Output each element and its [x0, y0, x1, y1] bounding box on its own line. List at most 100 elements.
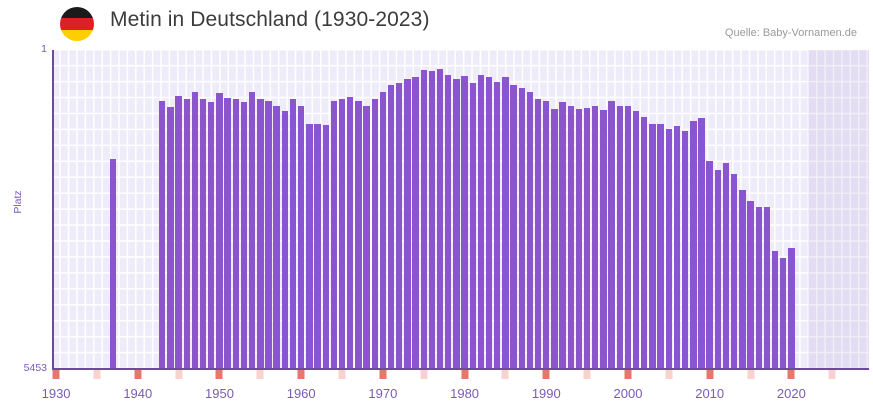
x-axis-tick-label: 1930	[41, 386, 71, 401]
bar	[641, 116, 648, 369]
x-axis-tick-label: 1980	[450, 386, 480, 401]
bar	[257, 99, 264, 369]
x-axis-minor-tick	[747, 370, 755, 379]
x-axis-major-tick	[134, 370, 142, 379]
x-axis-major-tick	[706, 370, 714, 379]
x-axis-major-tick	[297, 370, 305, 379]
bar	[330, 100, 338, 369]
bar	[526, 92, 534, 369]
y-axis-title: Platz	[12, 190, 24, 214]
bar	[632, 111, 640, 369]
bar	[396, 83, 403, 369]
bar	[510, 84, 517, 369]
x-axis-minor-tick	[93, 370, 101, 379]
bar	[420, 69, 427, 369]
bar	[494, 81, 501, 369]
bar	[273, 105, 280, 369]
bar	[698, 118, 705, 369]
bar	[567, 105, 574, 369]
bar	[583, 107, 591, 369]
bar	[616, 105, 623, 369]
bar	[281, 111, 289, 369]
bar	[763, 207, 771, 369]
bar	[445, 75, 452, 369]
bar	[314, 123, 321, 369]
bar	[477, 74, 485, 369]
bar	[191, 92, 199, 369]
bar	[387, 84, 395, 369]
germany-flag-icon	[60, 7, 94, 41]
x-axis-tick-label: 1990	[531, 386, 561, 401]
source-attribution: Quelle: Baby-Vornamen.de	[724, 27, 857, 39]
bar-series	[52, 50, 869, 369]
bar	[347, 96, 354, 369]
x-axis-minor-tick	[338, 370, 346, 379]
bar	[559, 102, 566, 369]
x-axis-major-tick	[542, 370, 550, 379]
bar	[412, 76, 419, 369]
bar	[485, 76, 493, 369]
x-axis-major-tick	[624, 370, 632, 379]
x-axis-minor-tick	[583, 370, 591, 379]
bar	[722, 162, 730, 369]
x-axis-tick-label: 1970	[368, 386, 398, 401]
x-axis-minor-tick	[256, 370, 264, 379]
x-axis-line	[52, 368, 869, 370]
bar	[731, 173, 738, 369]
x-axis-minor-tick	[501, 370, 509, 379]
x-axis-minor-tick	[420, 370, 428, 379]
bar	[592, 106, 599, 369]
bar	[306, 123, 313, 369]
chart-header: Metin in Deutschland (1930-2023) Quelle:…	[0, 0, 873, 44]
x-axis-major-tick	[379, 370, 387, 379]
bar	[175, 95, 182, 369]
y-axis-line	[52, 50, 54, 370]
bar	[355, 100, 362, 369]
x-axis-minor-tick	[828, 370, 836, 379]
x-axis-tick-label: 1950	[205, 386, 234, 401]
bar	[755, 207, 762, 369]
bar	[159, 100, 166, 369]
bar	[780, 257, 787, 369]
bar	[338, 99, 346, 369]
x-axis-tick-label: 1960	[286, 386, 316, 401]
x-axis-major-tick	[52, 370, 60, 379]
bar	[461, 76, 468, 369]
x-axis-minor-tick	[175, 370, 183, 379]
bar	[379, 92, 387, 369]
bar	[240, 102, 248, 369]
bar	[232, 99, 239, 369]
bar	[624, 106, 632, 369]
bar	[436, 69, 444, 369]
bar	[714, 169, 722, 369]
bar	[534, 99, 542, 369]
bar	[600, 110, 607, 369]
bar	[322, 124, 329, 369]
bar	[747, 200, 754, 369]
x-axis-major-tick	[215, 370, 223, 379]
page-title: Metin in Deutschland (1930-2023)	[110, 8, 430, 31]
bar	[208, 102, 215, 369]
bar	[297, 105, 305, 369]
bar	[608, 100, 615, 369]
bar	[690, 121, 697, 369]
bar	[551, 109, 558, 369]
bar	[575, 109, 583, 369]
bar	[771, 250, 779, 369]
plot-area	[52, 50, 869, 369]
bar	[502, 76, 509, 369]
bar	[673, 126, 681, 369]
bar	[199, 99, 207, 369]
bar	[110, 159, 117, 369]
x-axis-tick-label: 2010	[695, 386, 725, 401]
bar	[518, 88, 525, 369]
bar	[657, 123, 664, 369]
bar	[665, 129, 672, 369]
bar	[167, 107, 174, 369]
bar	[681, 130, 689, 369]
bar	[363, 105, 370, 369]
flag-band-red	[60, 18, 94, 30]
x-axis-tick-label: 2000	[613, 386, 643, 401]
flag-band-gold	[60, 29, 94, 41]
